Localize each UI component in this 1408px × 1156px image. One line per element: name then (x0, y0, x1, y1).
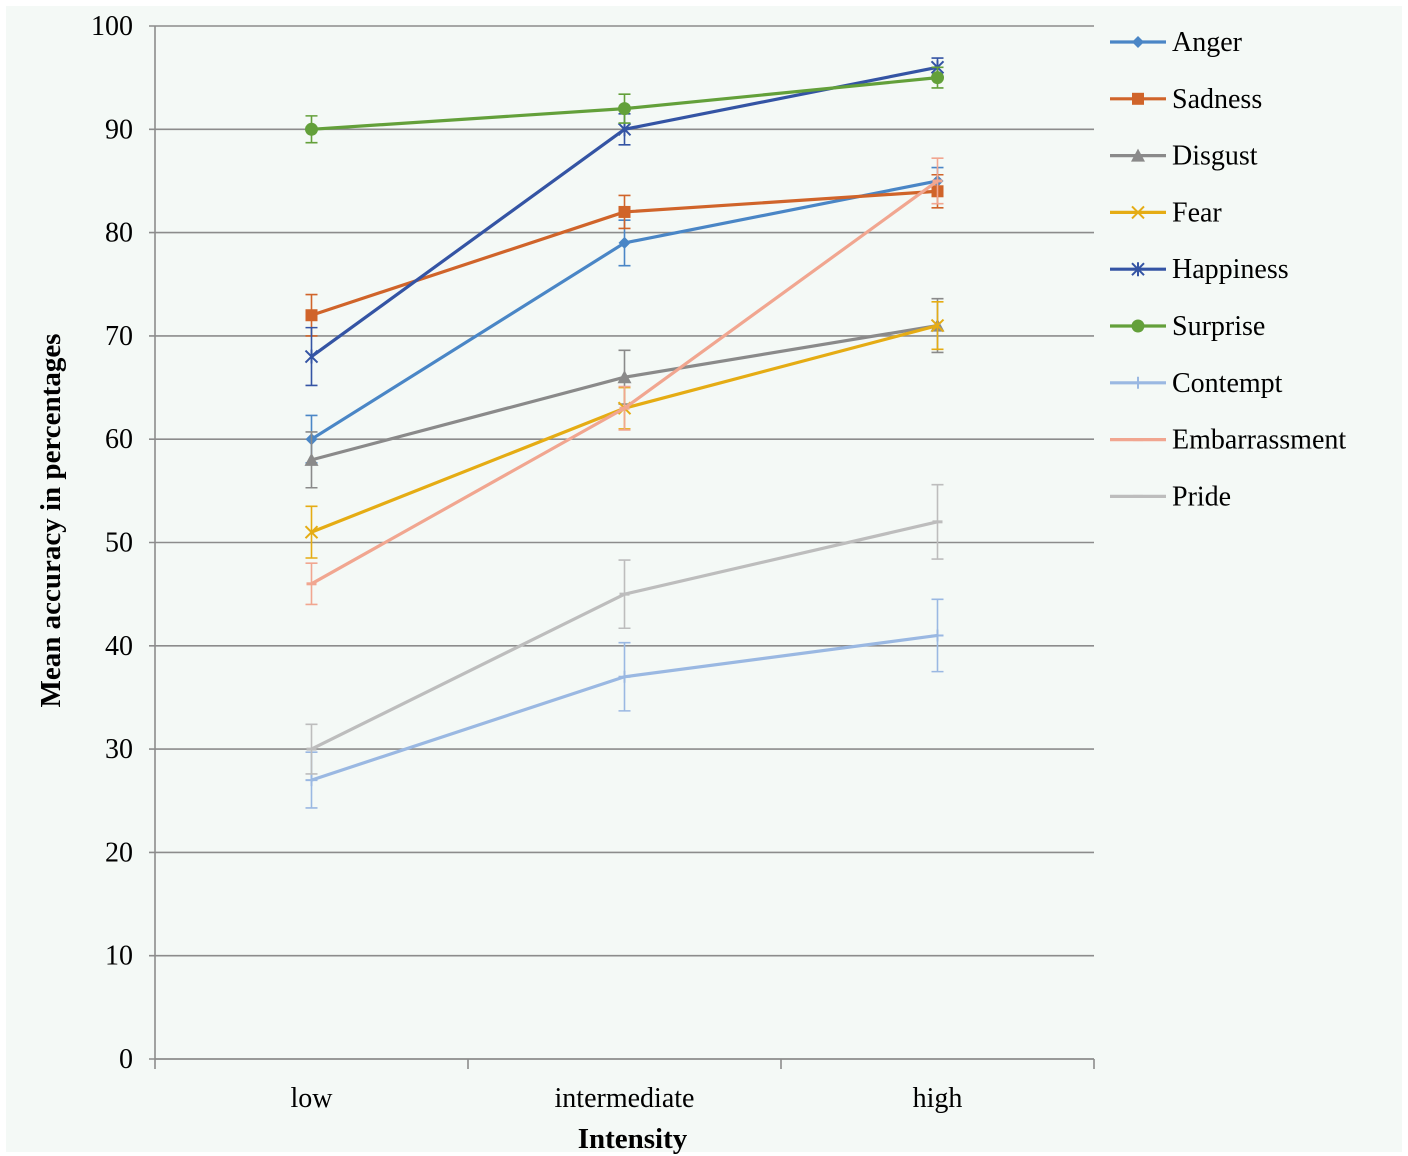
legend-item: Pride (1110, 481, 1231, 512)
legend-label: Surprise (1172, 311, 1265, 342)
data-point (304, 349, 319, 364)
y-tick-label: 90 (105, 114, 133, 145)
data-point (931, 71, 944, 85)
x-tick-label: high (913, 1083, 963, 1114)
series-lines (304, 57, 945, 809)
legend-marker (1132, 92, 1144, 105)
legend-marker (1131, 319, 1145, 333)
data-point (618, 236, 631, 249)
data-point (930, 318, 945, 333)
legend-label: Disgust (1172, 141, 1258, 172)
legend-item: Happiness (1110, 254, 1289, 285)
series-pride (305, 483, 944, 775)
legend-label: Sadness (1172, 84, 1262, 115)
legend-marker (1132, 376, 1144, 389)
legend-item: Embarrassment (1110, 425, 1346, 456)
legend-label: Embarrassment (1172, 425, 1346, 456)
legend-label: Pride (1172, 481, 1231, 512)
legend-label: Anger (1172, 27, 1243, 58)
data-point (931, 629, 944, 642)
legend-item: Fear (1110, 197, 1222, 228)
y-tick-label: 100 (91, 11, 133, 42)
legend-marker (1131, 262, 1145, 277)
y-tick-label: 80 (105, 218, 133, 249)
legend-item: Sadness (1110, 84, 1262, 115)
y-tick-label: 0 (119, 1044, 133, 1075)
y-tick-label: 60 (105, 424, 133, 455)
legend-item: Disgust (1110, 141, 1258, 172)
data-point (305, 122, 318, 136)
data-point (305, 774, 318, 787)
legend-label: Contempt (1172, 368, 1283, 399)
y-axis-title: Mean accuracy in percentages (35, 334, 67, 708)
legend-marker (1132, 36, 1144, 48)
legend-marker (1131, 205, 1145, 220)
x-axis-title: Intensity (578, 1123, 688, 1155)
series-embarrassment (305, 157, 944, 606)
data-point (304, 525, 319, 539)
chart-area (6, 6, 1402, 1152)
grid (149, 25, 1094, 1060)
legend-item: Anger (1110, 27, 1243, 58)
y-tick-label: 40 (105, 631, 133, 662)
data-point (617, 370, 632, 384)
series-line (310, 520, 938, 751)
legend-item: Surprise (1110, 311, 1265, 342)
series-surprise (305, 66, 944, 144)
axes: 0 10 20 30 40 50 60 70 80 90 100 low intermediate hig… (91, 11, 1095, 1114)
data-point (304, 452, 319, 466)
y-tick-label: 10 (105, 941, 133, 972)
data-point (618, 102, 631, 116)
series-contempt (305, 598, 944, 809)
y-tick-label: 30 (105, 734, 133, 765)
legend-label: Fear (1172, 197, 1222, 228)
data-point (618, 670, 631, 683)
legend-item: Contempt (1110, 368, 1283, 399)
legend: Anger Sadness Disgust Fear Happiness Surprise… (1110, 27, 1346, 512)
y-tick-label: 50 (105, 528, 133, 559)
data-point (618, 205, 631, 218)
legend-marker (1131, 148, 1145, 162)
y-tick-label: 20 (105, 837, 133, 868)
x-tick-label: low (291, 1083, 334, 1114)
legend-label: Happiness (1172, 254, 1289, 285)
y-tick-label: 70 (105, 321, 133, 352)
x-tick-label: intermediate (555, 1083, 695, 1114)
data-point (617, 122, 632, 137)
data-point (305, 309, 318, 322)
